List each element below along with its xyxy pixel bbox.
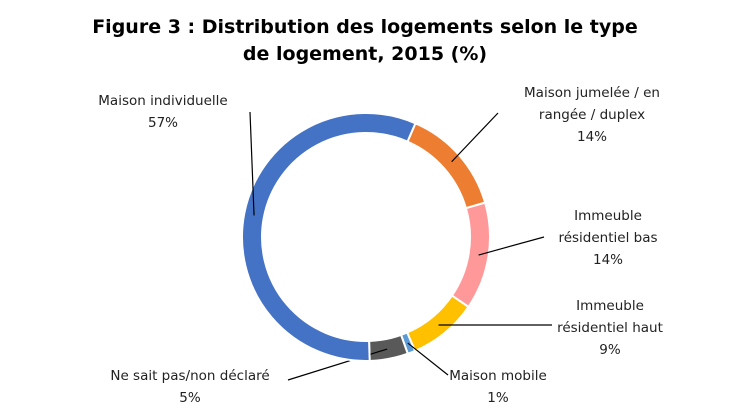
leader-line — [451, 112, 499, 163]
donut-slice — [406, 121, 487, 210]
data-label: Maison individuelle 57% — [83, 90, 243, 134]
value-label: 1% — [487, 390, 509, 406]
category-label: Ne sait pas/non déclaré — [110, 368, 270, 384]
chart-title: Figure 3 : Distribution des logements se… — [92, 16, 638, 65]
data-label: Maison jumelée / en rangée / duplex 14% — [512, 82, 672, 148]
category-label: Immeuble résidentiel haut — [557, 298, 663, 336]
data-label: Immeuble résidentiel haut 9% — [548, 295, 673, 361]
category-label: Immeuble résidentiel bas — [558, 208, 658, 246]
donut-slice — [241, 112, 417, 362]
data-label: Maison mobile 1% — [438, 365, 558, 409]
donut-slice — [450, 201, 491, 309]
data-label: Immeuble résidentiel bas 14% — [546, 205, 671, 271]
value-label: 57% — [147, 115, 178, 131]
value-label: 9% — [599, 342, 621, 358]
category-label: Maison jumelée / en rangée / duplex — [524, 85, 660, 123]
value-label: 5% — [179, 390, 201, 406]
leader-line — [249, 111, 255, 216]
data-label: Ne sait pas/non déclaré 5% — [90, 365, 290, 409]
donut-slice — [405, 294, 470, 353]
value-label: 14% — [576, 129, 607, 145]
category-label: Maison individuelle — [98, 93, 228, 109]
category-label: Maison mobile — [449, 368, 547, 384]
donut-slice — [368, 333, 410, 362]
leader-line — [478, 236, 545, 256]
value-label: 14% — [592, 252, 623, 268]
leader-line — [287, 348, 388, 381]
leader-line — [407, 342, 449, 376]
